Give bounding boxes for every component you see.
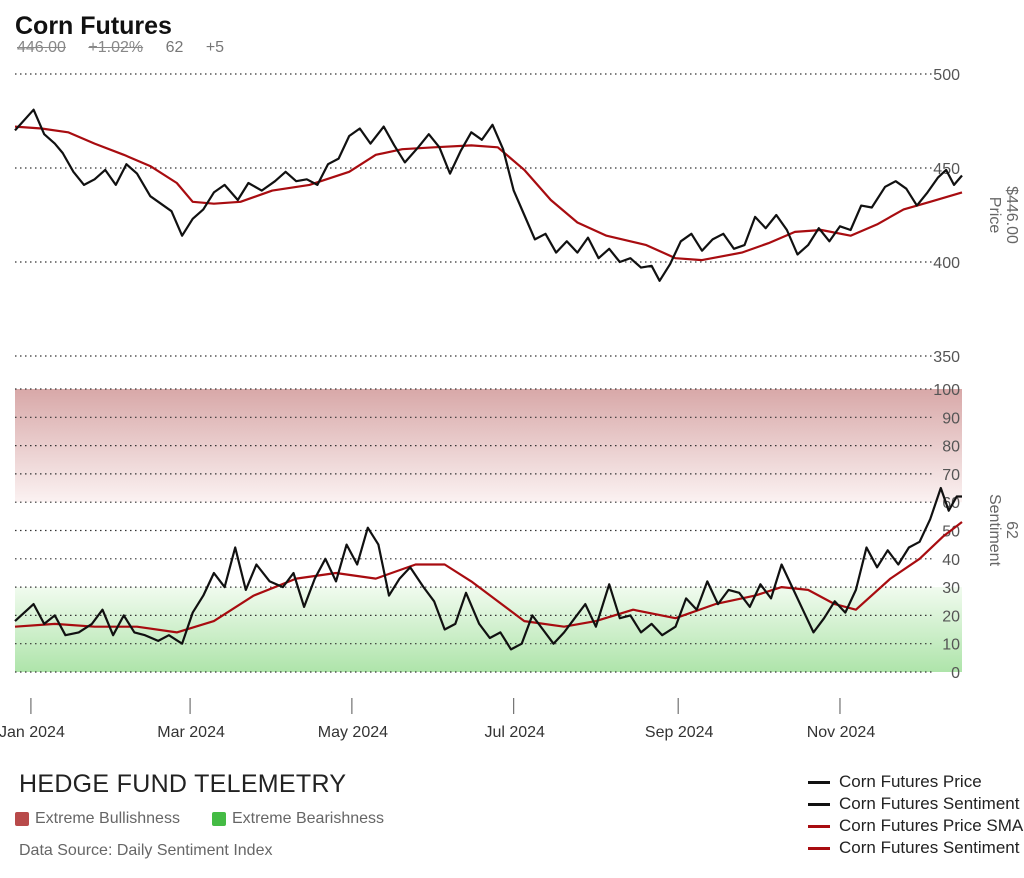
legend-swatch	[808, 846, 830, 850]
price-tick-label: 400	[933, 255, 960, 272]
sentiment-change: +5	[205, 39, 225, 56]
x-tick-label: Mar 2024	[157, 724, 225, 741]
price-axis-label: Price $446.00	[986, 186, 1020, 244]
price-tick-label: 350	[933, 349, 960, 366]
legend-swatch	[808, 802, 830, 806]
legend-label: Corn Futures Sentiment SMA	[839, 838, 1024, 857]
price-change: +1.02%	[88, 39, 144, 56]
price-line	[14, 108, 963, 282]
header-stats: 446.00 +1.02% 62 +5	[17, 39, 242, 57]
chart-title: Corn Futures	[15, 12, 172, 40]
sentiment-tick-label: 20	[942, 608, 960, 625]
price-tick-label: 500	[933, 67, 960, 84]
sentiment-tick-label: 30	[942, 580, 960, 597]
x-tick-label: Sep 2024	[645, 724, 714, 741]
sentiment-tick-label: 70	[942, 467, 960, 484]
legend-swatch	[808, 780, 830, 784]
x-tick-label: Jan 2024	[0, 724, 65, 741]
legend-item-price[interactable]: Corn Futures Price	[808, 771, 1024, 793]
data-source: Data Source: Daily Sentiment Index	[19, 842, 273, 859]
bull-swatch	[15, 812, 29, 826]
zone-legend-bear[interactable]: Extreme Bearishness	[211, 810, 385, 828]
legend-swatch	[808, 824, 830, 828]
series-legend: Corn Futures Price Corn Futures Sentimen…	[808, 771, 1024, 859]
sentiment-tick-label: 90	[942, 410, 960, 427]
sentiment-tick-label: 0	[951, 665, 960, 682]
legend-label: Corn Futures Price SMA	[839, 816, 1024, 835]
zone-legend: Extreme Bullishness Extreme Bearishness	[15, 810, 416, 828]
sentiment-tick-label: 80	[942, 439, 960, 456]
price-axis-label-text: Price	[986, 197, 1003, 234]
legend-item-price-sma[interactable]: Corn Futures Price SMA	[808, 815, 1024, 837]
brand-name: HEDGE FUND TELEMETRY	[19, 770, 347, 798]
sentiment-sma-line	[14, 521, 963, 634]
bear-swatch	[211, 812, 226, 826]
sentiment-line	[14, 486, 962, 651]
legend-label: Corn Futures Sentiment	[839, 794, 1020, 813]
extreme-bullishness-zone	[15, 389, 962, 503]
sentiment-tick-label: 40	[942, 552, 960, 569]
bear-label: Extreme Bearishness	[231, 810, 385, 827]
x-tick-label: May 2024	[318, 724, 388, 741]
bull-label: Extreme Bullishness	[35, 810, 180, 827]
current-sentiment: 62	[165, 39, 184, 56]
sentiment-axis-label-text: Sentiment	[986, 494, 1003, 567]
price-axis-label-text: $446.00	[1003, 186, 1020, 244]
sentiment-axis-label-text: 62	[1003, 521, 1020, 539]
legend-item-sentiment-sma[interactable]: Corn Futures Sentiment SMA	[808, 837, 1024, 859]
x-tick-label: Nov 2024	[807, 724, 876, 741]
zone-legend-bull[interactable]: Extreme Bullishness	[15, 810, 180, 828]
price-sma-line	[14, 125, 963, 262]
sentiment-tick-label: 10	[942, 637, 960, 654]
legend-item-sentiment[interactable]: Corn Futures Sentiment	[808, 793, 1024, 815]
sentiment-axis-label: Sentiment 62	[986, 494, 1020, 567]
extreme-bearishness-zone	[15, 587, 962, 672]
legend-label: Corn Futures Price	[839, 772, 982, 791]
current-price: 446.00	[17, 39, 66, 56]
x-tick-label: Jul 2024	[484, 724, 545, 741]
sentiment-tick-label: 100	[933, 382, 960, 399]
